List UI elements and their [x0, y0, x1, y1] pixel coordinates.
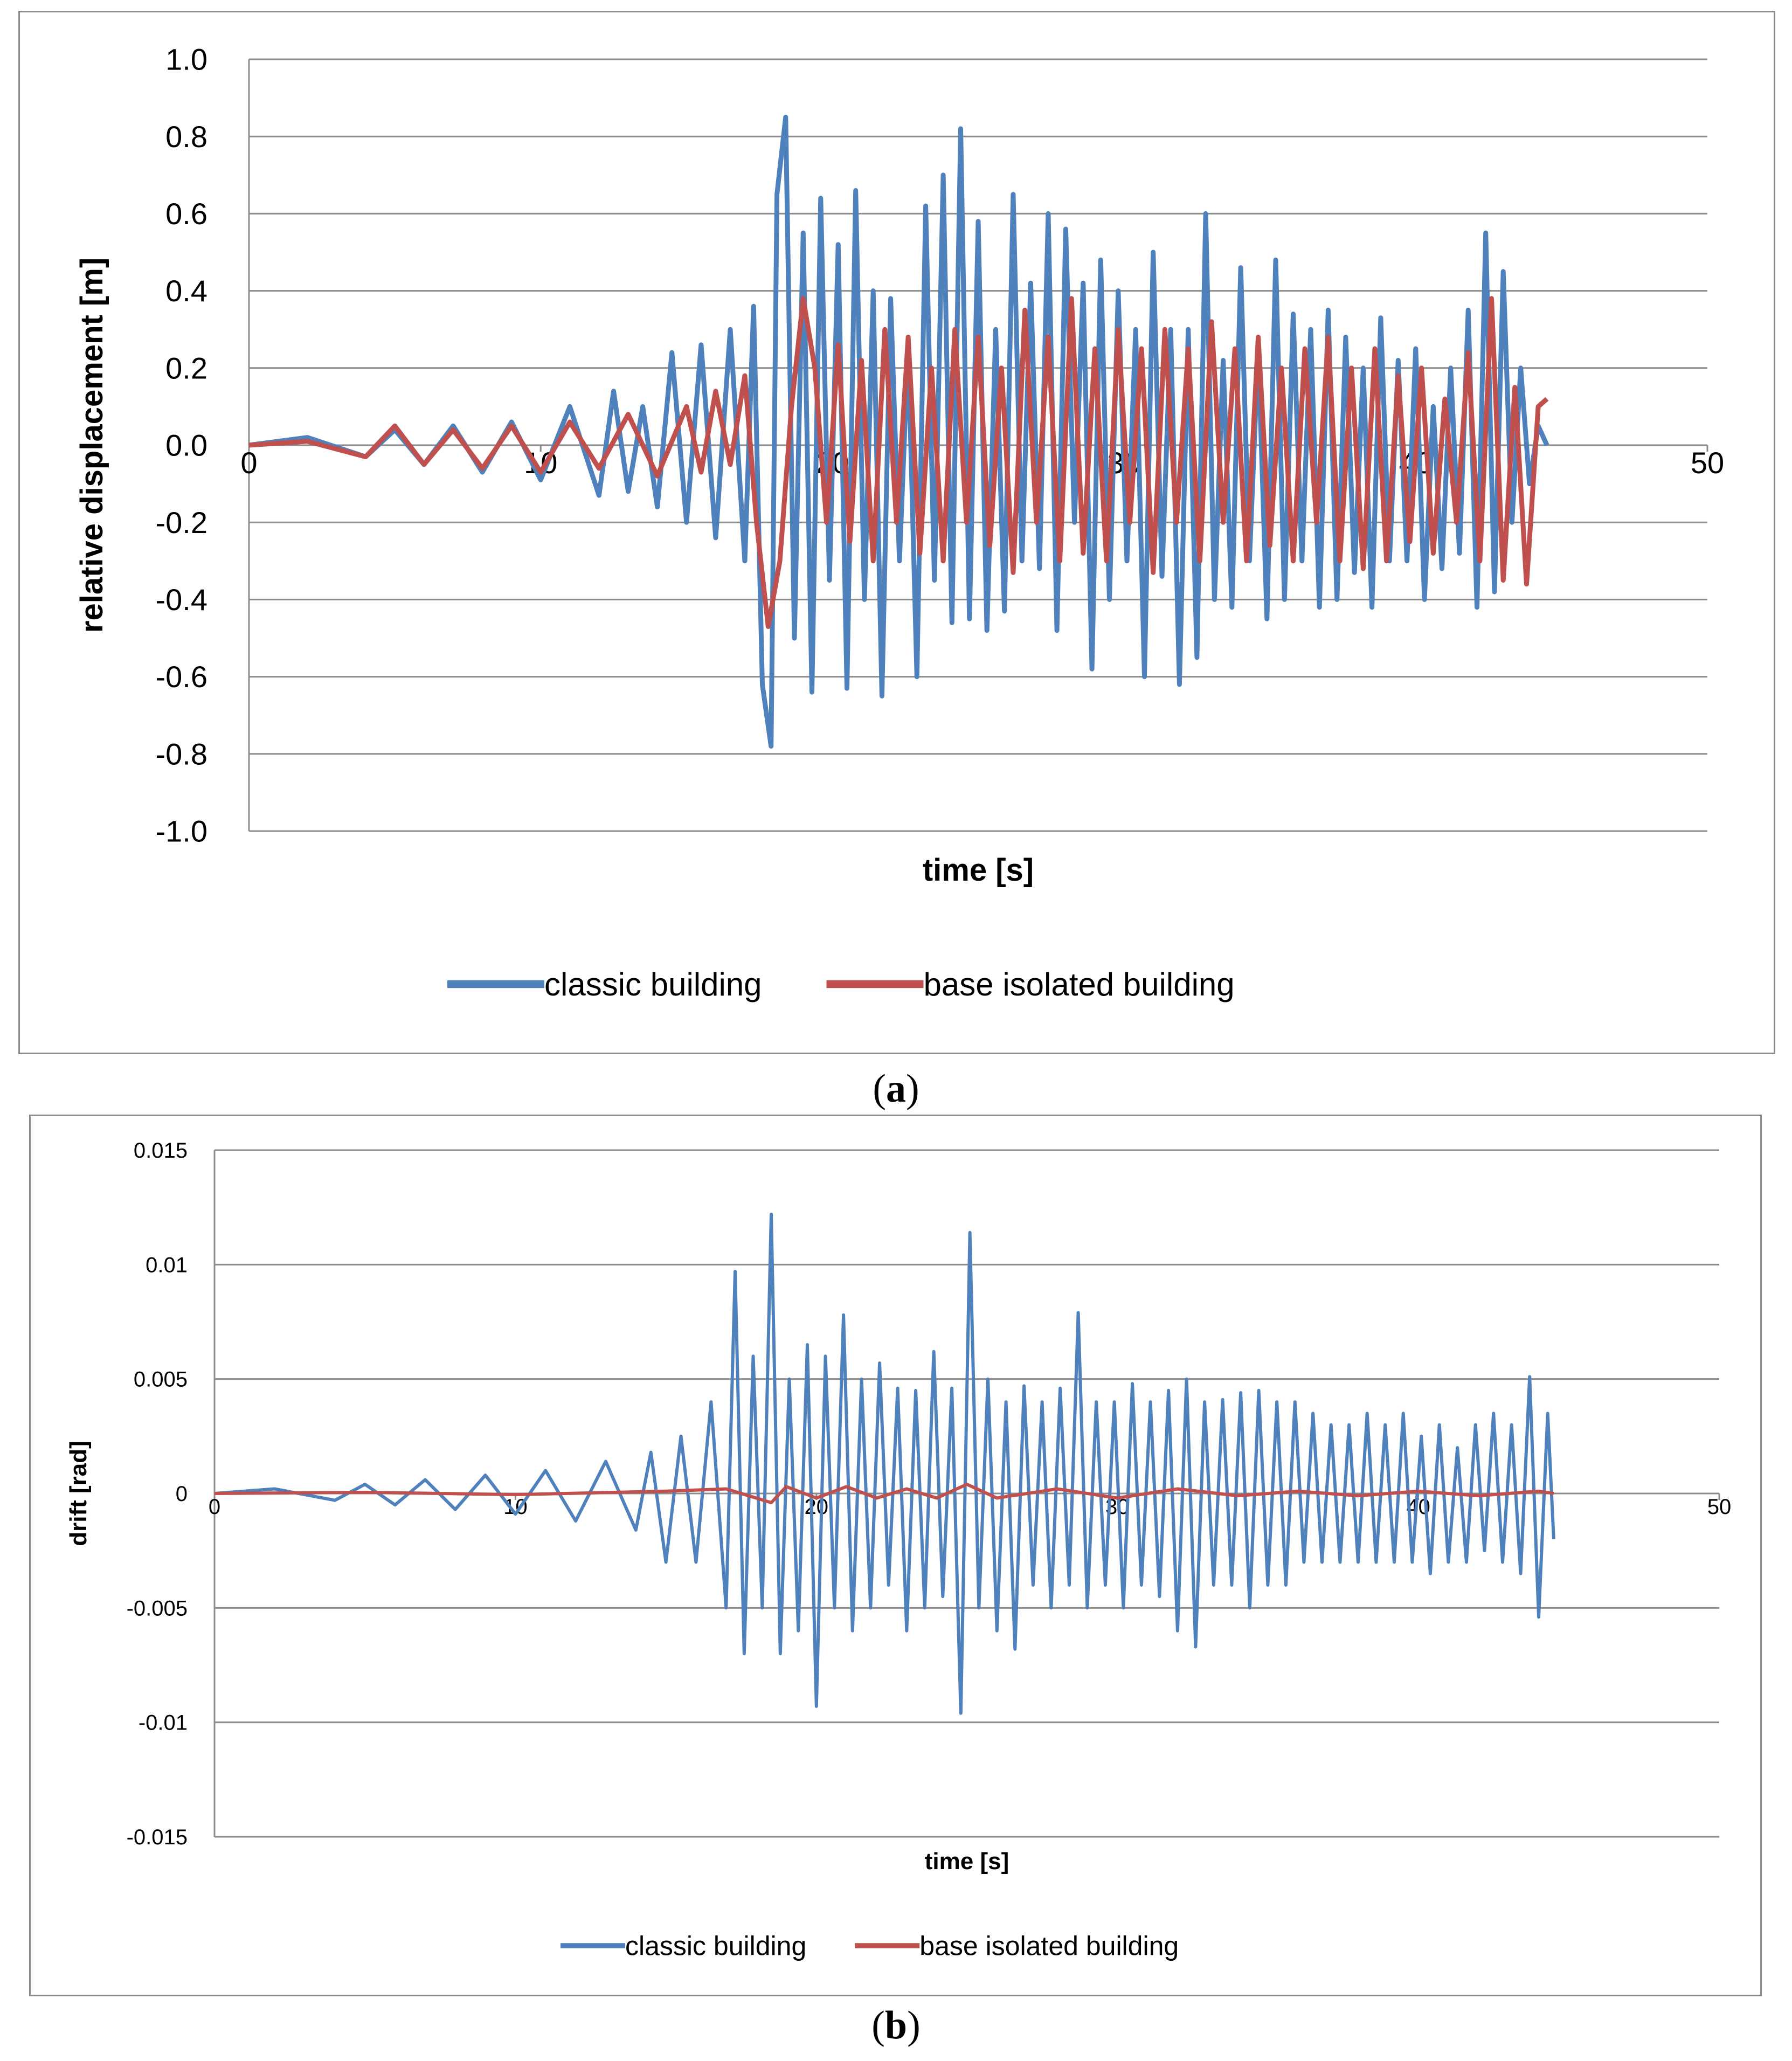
chart-a-series-classic-building: [248, 114, 1549, 749]
chart-a-legend-label-0: classic building: [544, 966, 762, 1002]
chart-b-y-tick-label: 0.005: [134, 1368, 188, 1392]
caption-a-text: (a): [873, 1067, 919, 1111]
chart-a-series-base-isolated-building: [248, 296, 1549, 629]
chart-b-y-tick-label: -0.005: [127, 1596, 188, 1620]
chart-a-x-tick-label: 0: [240, 446, 257, 480]
chart-a-x-tick-label: 50: [1691, 446, 1724, 480]
chart-b-series-base-isolated-building: [214, 1483, 1554, 1504]
chart-a-y-tick-label: 0.2: [165, 351, 207, 385]
chart-b-legend-label-0: classic building: [625, 1931, 806, 1961]
caption-a: (a): [0, 1066, 1792, 1112]
chart-a-y-tick-label: -0.6: [156, 660, 208, 694]
chart-b-y-axis-title: drift [rad]: [65, 1441, 92, 1546]
chart-b-y-tick-label: 0.01: [146, 1253, 188, 1277]
chart-a-y-tick-label: -1.0: [156, 814, 208, 848]
chart-b-x-axis-title: time [s]: [925, 1848, 1009, 1875]
chart-a-legend-label-1: base isolated building: [924, 966, 1235, 1002]
chart-b-y-tick-label: -0.01: [139, 1711, 188, 1735]
chart-a-y-tick-label: 0.4: [165, 274, 207, 308]
caption-b-text: (b): [871, 2003, 921, 2048]
chart-b-series-classic-building: [214, 1212, 1555, 1715]
chart-b-x-tick-label: 50: [1707, 1495, 1732, 1519]
chart-a-y-tick-label: -0.4: [156, 583, 208, 617]
chart-a-y-tick-label: -0.2: [156, 506, 208, 540]
chart-a-y-tick-label: 1.0: [165, 43, 207, 77]
chart-b-y-tick-label: -0.015: [127, 1825, 188, 1849]
chart-b-legend-label-1: base isolated building: [919, 1931, 1179, 1961]
chart-a-y-tick-label: 0.6: [165, 197, 207, 231]
chart-a-y-tick-label: -0.8: [156, 737, 208, 771]
chart-b-y-tick-label: 0.015: [134, 1139, 188, 1163]
chart-b-x-tick-label: 0: [209, 1495, 220, 1519]
chart-b-frame: [29, 1115, 1762, 1996]
caption-b: (b): [0, 2003, 1792, 2049]
chart-a-x-axis-title: time [s]: [923, 853, 1034, 888]
chart-a-y-axis-title: relative displacement [m]: [74, 258, 109, 633]
chart-a-y-tick-label: 0.0: [165, 428, 207, 462]
chart-a-y-tick-label: 0.8: [165, 120, 207, 154]
chart-b-y-tick-label: 0: [176, 1482, 188, 1506]
